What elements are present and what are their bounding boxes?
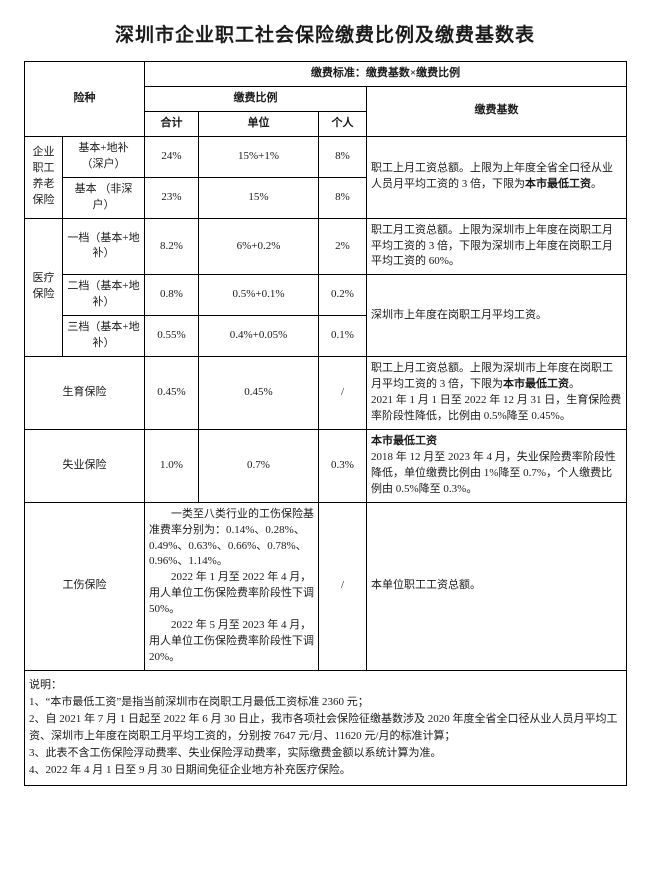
- injury-base: 本单位职工工资总额。: [367, 502, 627, 670]
- table-row: 医疗保险 一档（基本+地补） 8.2% 6%+0.2% 2% 职工月工资总额。上…: [25, 218, 627, 275]
- medical-group: 医疗保险: [25, 218, 63, 357]
- notes-cell: 说明： 1、“本市最低工资”是指当前深圳市在岗职工月最低工资标准 2360 元；…: [25, 671, 627, 786]
- pension-r2-unit: 15%: [199, 177, 319, 218]
- medical-r3-sub: 三档（基本+地补）: [63, 316, 145, 357]
- hdr-unit: 单位: [199, 111, 319, 136]
- medical-r1-person: 2%: [319, 218, 367, 275]
- notes-row: 说明： 1、“本市最低工资”是指当前深圳市在岗职工月最低工资标准 2360 元；…: [25, 671, 627, 786]
- hdr-person: 个人: [319, 111, 367, 136]
- unemployment-total: 1.0%: [145, 429, 199, 502]
- maternity-person: /: [319, 357, 367, 430]
- table-row: 失业保险 1.0% 0.7% 0.3% 本市最低工资 2018 年 12 月至 …: [25, 429, 627, 502]
- pension-r1-person: 8%: [319, 136, 367, 177]
- pension-r2-total: 23%: [145, 177, 199, 218]
- hdr-total: 合计: [145, 111, 199, 136]
- page-title: 深圳市企业职工社会保险缴费比例及缴费基数表: [24, 20, 626, 47]
- pension-r1-sub: 基本+地补 （深户）: [63, 136, 145, 177]
- pension-group: 企业职工养老保险: [25, 136, 63, 218]
- maternity-total: 0.45%: [145, 357, 199, 430]
- unemployment-name: 失业保险: [25, 429, 145, 502]
- injury-desc: 一类至八类行业的工伤保险基准费率分别为：0.14%、0.28%、0.49%、0.…: [145, 502, 319, 670]
- table-row: 企业职工养老保险 基本+地补 （深户） 24% 15%+1% 8% 职工上月工资…: [25, 136, 627, 177]
- pension-base: 职工上月工资总额。上限为上年度全省全口径从业人员月平均工资的 3 倍，下限为本市…: [367, 136, 627, 218]
- medical-r2-person: 0.2%: [319, 275, 367, 316]
- hdr-base: 缴费基数: [367, 86, 627, 136]
- table-row: 工伤保险 一类至八类行业的工伤保险基准费率分别为：0.14%、0.28%、0.4…: [25, 502, 627, 670]
- unemployment-person: 0.3%: [319, 429, 367, 502]
- hdr-ins-type: 险种: [25, 62, 145, 137]
- medical-r3-person: 0.1%: [319, 316, 367, 357]
- medical-r2-sub: 二档（基本+地补）: [63, 275, 145, 316]
- medical-r1-unit: 6%+0.2%: [199, 218, 319, 275]
- maternity-unit: 0.45%: [199, 357, 319, 430]
- pension-r2-sub: 基本 （非深户）: [63, 177, 145, 218]
- injury-name: 工伤保险: [25, 502, 145, 670]
- medical-r2-total: 0.8%: [145, 275, 199, 316]
- medical-r3-total: 0.55%: [145, 316, 199, 357]
- pension-r2-person: 8%: [319, 177, 367, 218]
- medical-r1-total: 8.2%: [145, 218, 199, 275]
- medical-r3-unit: 0.4%+0.05%: [199, 316, 319, 357]
- medical-base23: 深圳市上年度在岗职工月平均工资。: [367, 275, 627, 357]
- table-row: 二档（基本+地补） 0.8% 0.5%+0.1% 0.2% 深圳市上年度在岗职工…: [25, 275, 627, 316]
- pension-r1-unit: 15%+1%: [199, 136, 319, 177]
- maternity-name: 生育保险: [25, 357, 145, 430]
- pension-r1-total: 24%: [145, 136, 199, 177]
- table-row: 生育保险 0.45% 0.45% / 职工上月工资总额。上限为深圳市上年度在岗职…: [25, 357, 627, 430]
- medical-r1-sub: 一档（基本+地补）: [63, 218, 145, 275]
- hdr-ratio: 缴费比例: [145, 86, 367, 111]
- unemployment-base: 本市最低工资 2018 年 12 月至 2023 年 4 月，失业保险费率阶段性…: [367, 429, 627, 502]
- unemployment-unit: 0.7%: [199, 429, 319, 502]
- hdr-standard: 缴费标准：缴费基数×缴费比例: [145, 62, 627, 87]
- medical-r1-base: 职工月工资总额。上限为深圳市上年度在岗职工月平均工资的 3 倍，下限为深圳市上年…: [367, 218, 627, 275]
- insurance-table: 险种 缴费标准：缴费基数×缴费比例 缴费比例 缴费基数 合计 单位 个人 企业职…: [24, 61, 627, 786]
- medical-r2-unit: 0.5%+0.1%: [199, 275, 319, 316]
- injury-person: /: [319, 502, 367, 670]
- maternity-base: 职工上月工资总额。上限为深圳市上年度在岗职工月平均工资的 3 倍，下限为本市最低…: [367, 357, 627, 430]
